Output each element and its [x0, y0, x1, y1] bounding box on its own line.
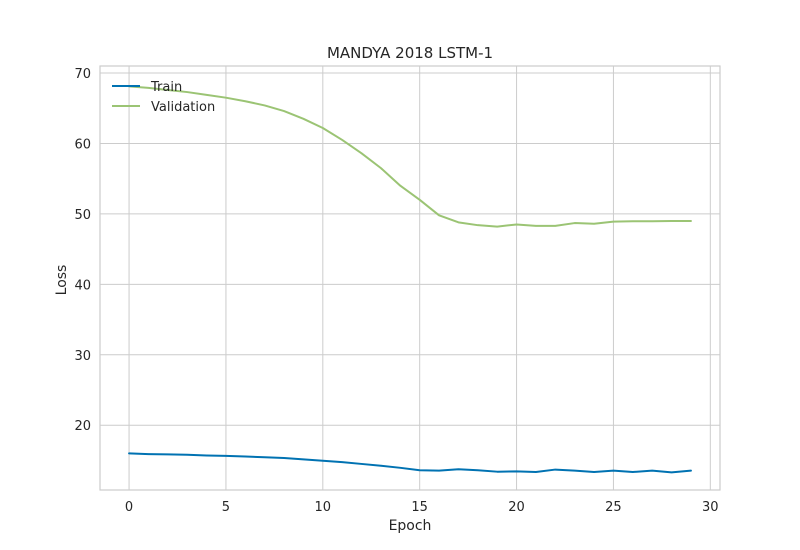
series-line-train: [128, 452, 692, 474]
y-axis-label: Loss: [54, 265, 70, 296]
x-tick-label: 25: [605, 500, 622, 515]
x-tick-label: 0: [125, 500, 133, 515]
x-tick-label: 20: [508, 500, 525, 515]
legend: Train Validation: [112, 80, 215, 115]
series-group: [128, 85, 692, 474]
y-tick-label: 50: [74, 208, 91, 223]
plot-frame: [99, 65, 721, 491]
grid: [100, 66, 720, 490]
legend-label-validation: Validation: [151, 100, 215, 115]
x-tick-labels: 0 5 10 15 20 25 30: [125, 500, 719, 515]
x-tick-label: 10: [315, 500, 332, 515]
y-tick-label: 40: [74, 278, 91, 293]
y-tick-label: 60: [74, 137, 91, 152]
x-tick-label: 30: [702, 500, 719, 515]
y-tick-label: 70: [74, 67, 91, 82]
x-tick-label: 5: [222, 500, 230, 515]
x-tick-label: 15: [411, 500, 428, 515]
legend-label-train: Train: [150, 80, 182, 95]
y-tick-labels: 20 30 40 50 60 70: [74, 67, 91, 434]
x-axis-label: Epoch: [389, 518, 432, 534]
plot-background: [100, 66, 720, 490]
y-tick-label: 30: [74, 349, 91, 364]
series-line-validation: [128, 85, 692, 228]
chart-title: MANDYA 2018 LSTM-1: [327, 44, 493, 62]
y-tick-label: 20: [74, 419, 91, 434]
